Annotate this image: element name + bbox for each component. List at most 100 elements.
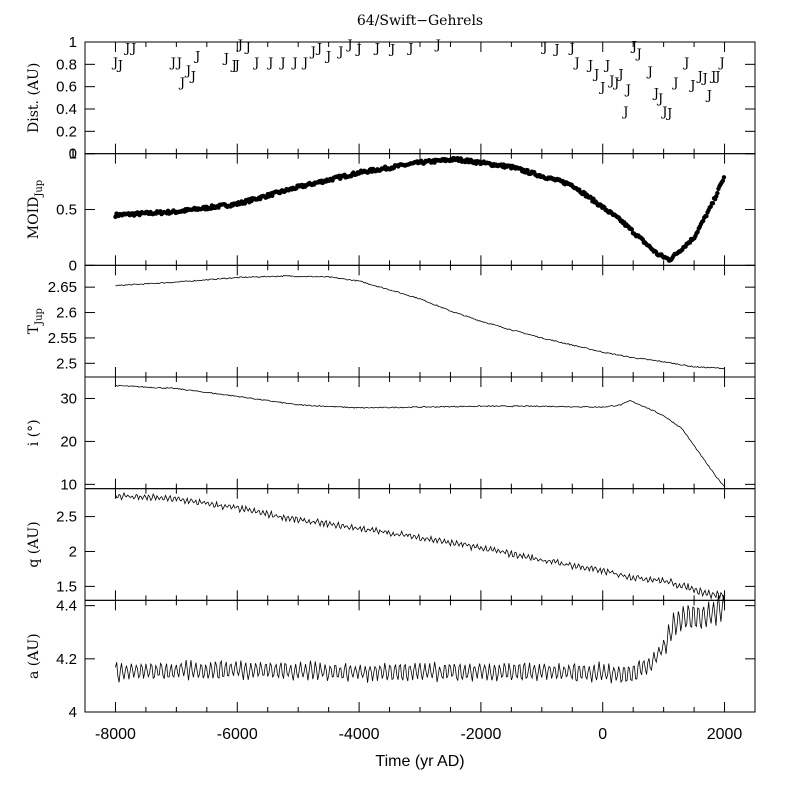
jupiter-encounter-marker: J [301,56,308,71]
y-tick-label: 0.6 [56,79,77,96]
a-line [115,594,725,684]
moid-point [721,175,727,180]
jupiter-encounter-marker: J [169,56,176,71]
x-tick-label: -4000 [339,726,380,743]
jupiter-encounter-marker: J [230,58,237,73]
jupiter-encounter-marker: J [621,105,628,120]
y-axis-label: Dist. (AU) [26,63,42,133]
jupiter-encounter-marker: J [309,45,316,60]
jupiter-encounter-marker: J [652,86,659,101]
y-tick-label: 0.5 [56,202,77,219]
panel-frame [84,376,756,490]
y-tick-label: 2.5 [56,355,77,372]
jupiter-encounter-marker: J [244,40,251,55]
y-tick-label: 0.2 [56,123,77,140]
y-axis-label: i (°) [26,419,42,446]
jupiter-encounter-marker: J [696,70,703,85]
jupiter-encounter-marker: J [189,70,196,85]
x-tick-label: -2000 [460,726,501,743]
panel-a: 4 4.2 4.4 a (AU) [26,594,756,721]
jupiter-encounter-marker: J [540,40,547,55]
jupiter-encounter-marker: J [624,83,631,98]
y-tick-label: 4.2 [56,651,77,668]
y-axis-label: q (AU) [26,521,42,567]
y-tick-label: 4 [69,704,77,721]
jupiter-encounter-marker: J [705,88,712,103]
y-axis-label: MOIDJup [26,180,45,239]
jupiter-encounter-marker: J [671,76,678,91]
jupiter-encounter-marker: J [278,56,285,71]
jupiter-encounter-marker: J [616,67,623,82]
y-tick-label: 30 [60,390,77,407]
y-axis-label-subscript: Jup [34,308,45,326]
y-tick-label: 2 [69,543,77,560]
y-tick-label: 2.65 [48,279,77,296]
jupiter-encounter-marker: J [193,49,200,64]
jupiter-encounter-marker: J [175,56,182,71]
jupiter-encounter-marker: J [129,42,136,57]
jupiter-encounter-marker: J [682,56,689,71]
q-line [115,491,725,600]
moid-point [708,204,713,209]
moid-point [629,227,635,232]
jupiter-encounter-marker: J [646,65,653,80]
jupiter-encounter-marker: J [123,42,130,57]
y-tick-label: 0 [69,257,77,274]
jupiter-encounter-marker: J [336,45,343,60]
y-tick-label: 1 [69,34,77,51]
jupiter-encounter-marker: J [592,67,599,82]
jupiter-encounter-marker: J [233,58,240,73]
jupiter-encounter-marker: J [345,38,352,53]
moid-point [715,190,720,196]
jupiter-encounter-marker: J [573,56,580,71]
y-tick-label: 1 [69,146,77,163]
x-tick-label: 0 [598,726,607,743]
jupiter-encounter-marker: J [709,70,716,85]
jupiter-encounter-marker: J [603,58,610,73]
x-axis: -8000 -6000 -4000 -2000 0 2000 [95,726,742,743]
panel-incl: 10 20 30 i (°) [26,376,756,493]
jupiter-encounter-marker: J [266,56,273,71]
moid-point [720,178,726,183]
jupiter-encounter-marker: J [354,43,361,58]
panel-moid: 0 0.5 1 MOIDJup [26,146,756,274]
y-tick-label: 10 [60,476,77,493]
panel-q: 1.5 2 2.5 q (AU) [26,488,756,601]
jupiter-encounter-marker: J [184,64,191,79]
panel-frame [84,488,756,601]
y-tick-label: 0 [69,146,77,163]
x-tick-label: 2000 [707,726,743,743]
jupiter-encounter-marker: J [665,106,672,121]
jupiter-encounter-marker: J [660,105,667,120]
jupiter-encounter-marker: J [717,56,724,71]
jupiter-encounter-marker: J [598,81,605,96]
jupiter-encounter-marker: J [607,74,614,89]
y-tick-label: 1.5 [56,578,77,595]
jupiter-encounter-marker: J [713,70,720,85]
jupiter-encounter-marker: J [236,38,243,53]
jupiter-encounter-marker: J [568,42,575,57]
jupiter-encounter-marker: J [252,56,259,71]
jupiter-encounter-marker: J [111,56,118,71]
y-tick-label: 4.4 [56,598,77,615]
jupiter-encounter-marker: J [630,39,637,54]
jupiter-encounter-marker: J [688,78,695,93]
jupiter-encounter-marker: J [434,38,441,53]
y-tick-label: 2.6 [56,305,77,322]
tjup-line [115,275,725,370]
jupiter-encounter-marker: J [324,49,331,64]
moid-point [704,213,709,219]
jupiter-encounter-marker: J [552,43,559,58]
y-tick-label: 2.5 [56,509,77,526]
jupiter-encounter-marker: J [656,92,663,107]
jupiter-encounter-marker: J [612,76,619,91]
x-axis-label: Time (yr AD) [375,753,464,770]
moid-point [695,229,700,235]
jupiter-encounter-marker: J [635,47,642,62]
moid-point [710,201,716,206]
jupiter-encounter-marker: J [406,42,413,57]
jupiter-encounter-marker: J [291,56,298,71]
